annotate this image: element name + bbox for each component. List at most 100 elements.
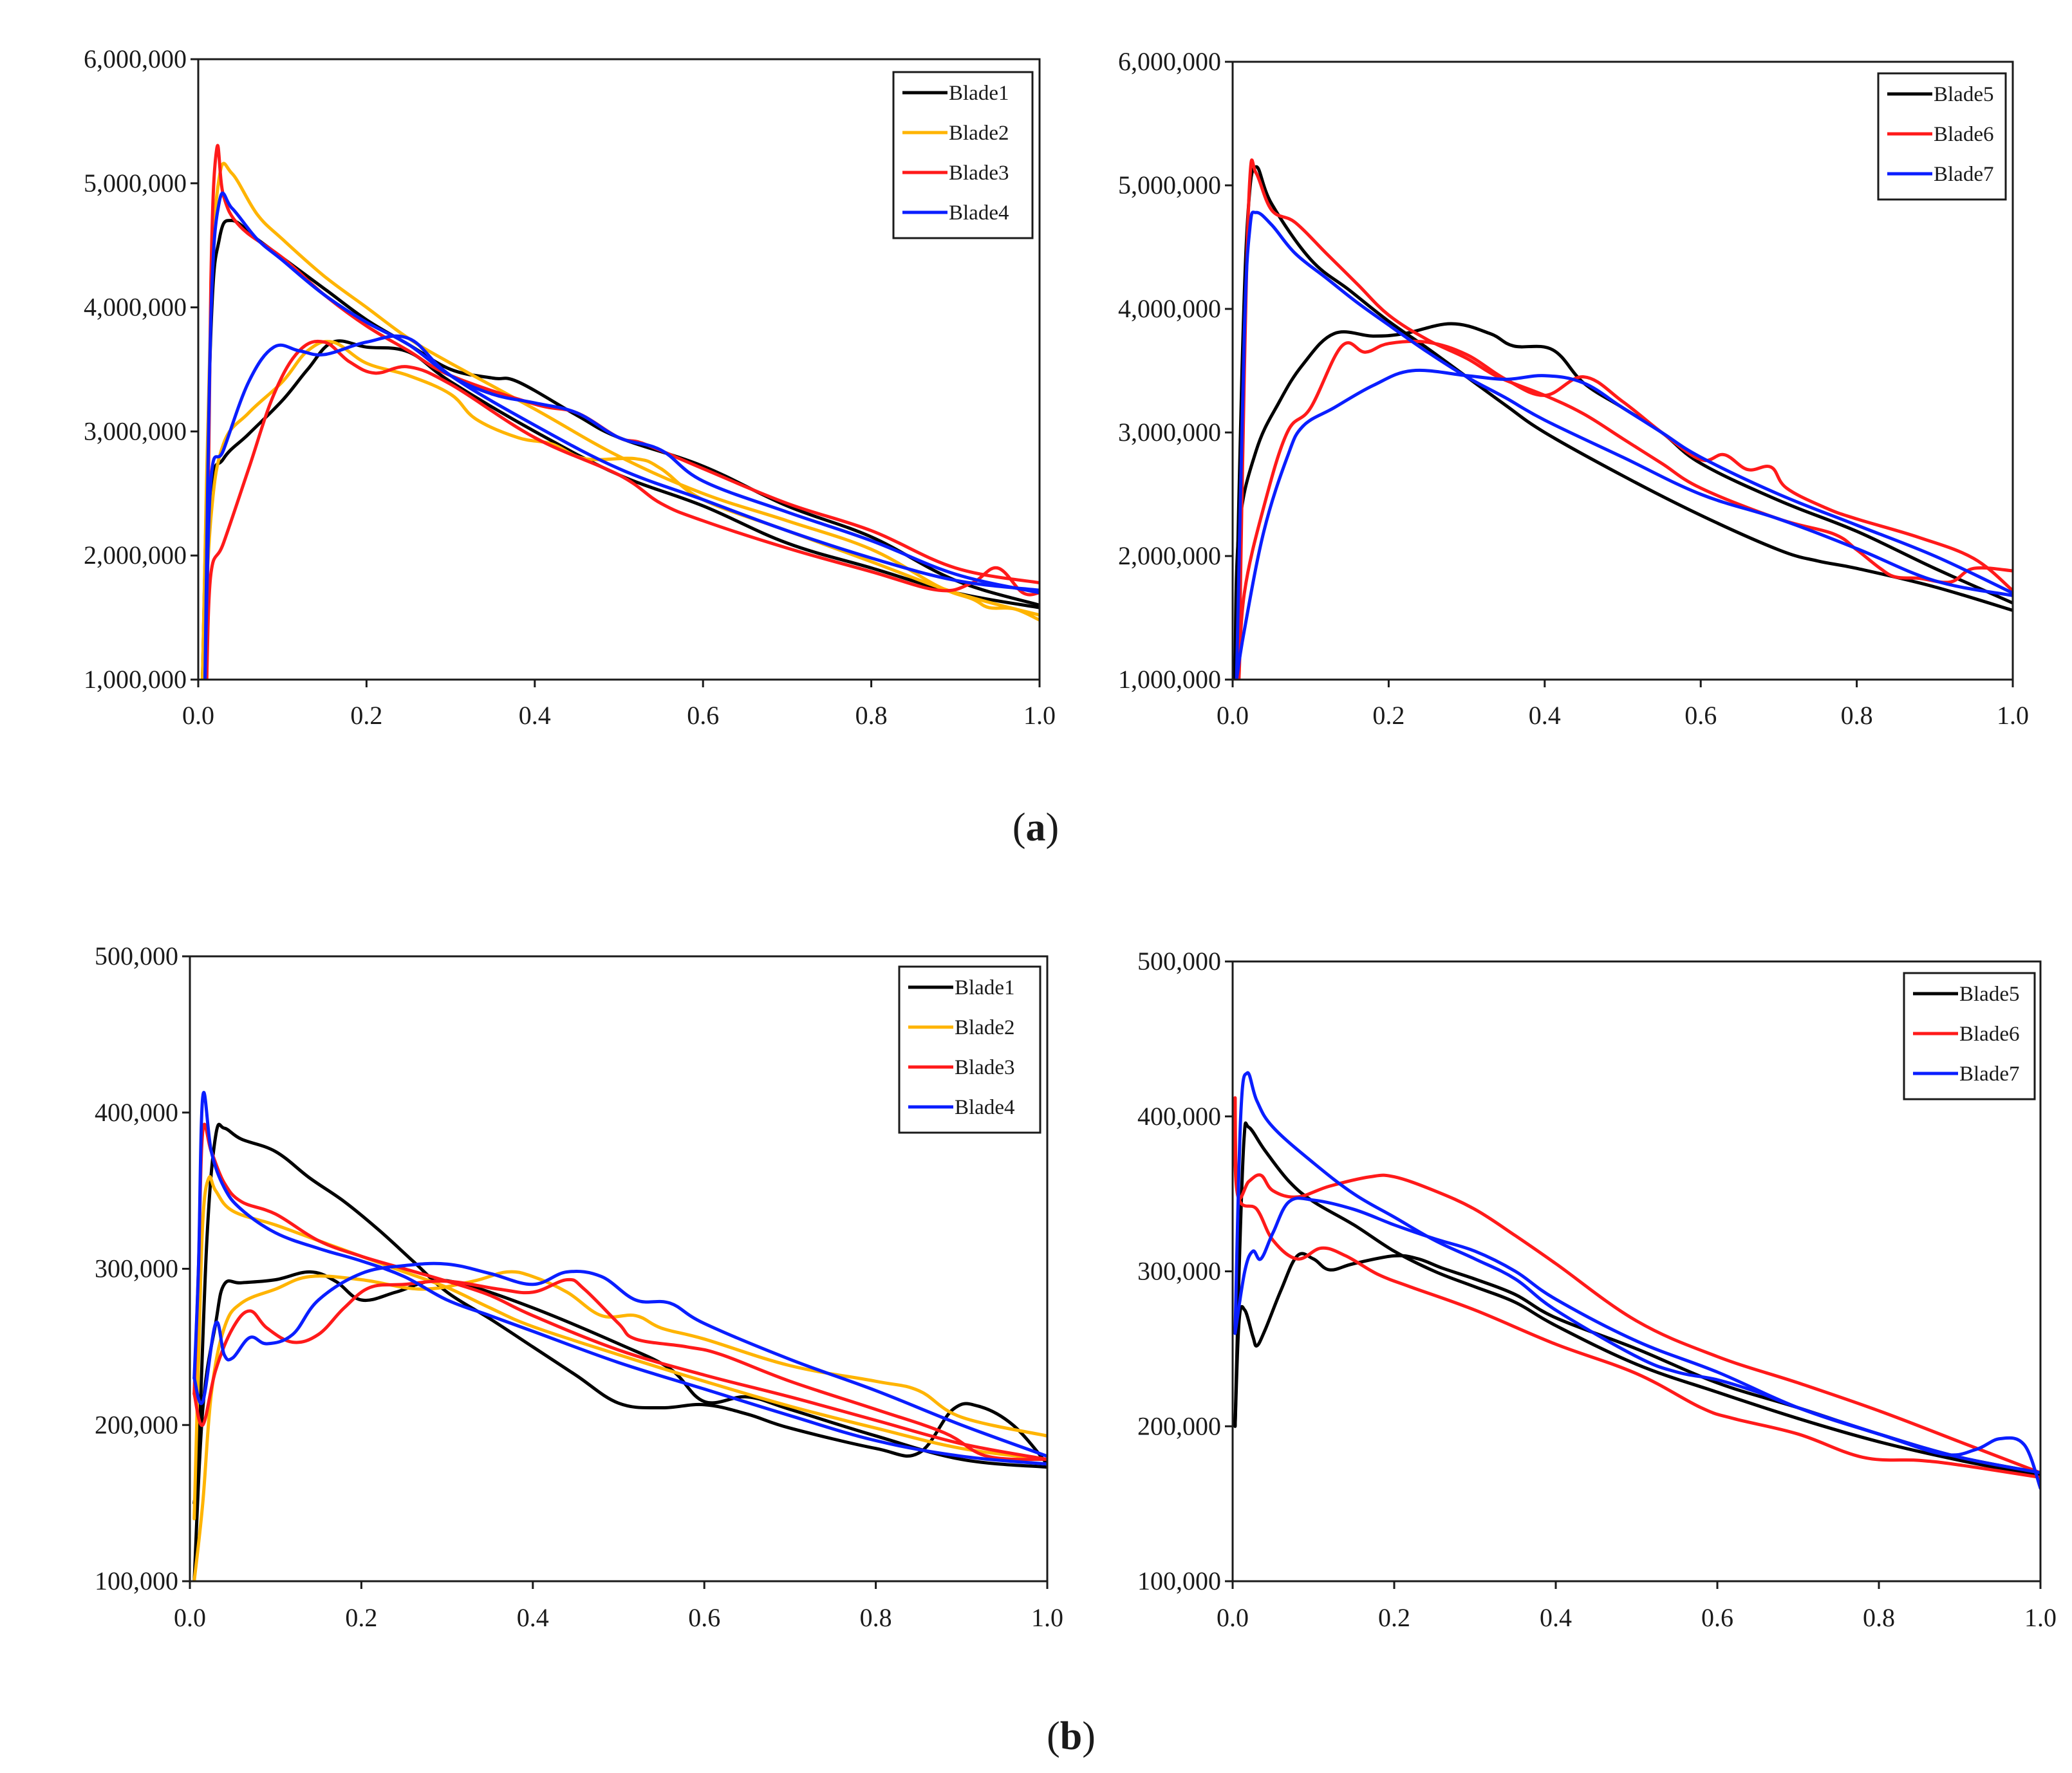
- y-tick-label: 3,000,000: [84, 416, 187, 445]
- y-tick-label: 100,000: [95, 1566, 178, 1595]
- legend: Blade5 Blade6 Blade7: [1903, 972, 2036, 1100]
- legend-label-blade1: Blade1: [949, 82, 1009, 105]
- series-line-blade1-upper: [201, 219, 1040, 680]
- y-tick-label: 200,000: [95, 1410, 178, 1439]
- series-line-blade5-lower: [1233, 322, 2013, 680]
- series-line-blade1-lower: [192, 1270, 1047, 1581]
- y-tick-label: 500,000: [95, 942, 178, 970]
- x-tick-label: 0.0: [182, 701, 214, 730]
- y-tick-label: 300,000: [95, 1254, 178, 1283]
- plot-frame: [197, 58, 1041, 681]
- legend-label-blade5: Blade5: [1959, 983, 2019, 1006]
- series-lines: [192, 1091, 1047, 1581]
- x-tick-label: 0.6: [688, 1603, 720, 1632]
- x-tick-label: 0.2: [345, 1603, 377, 1632]
- series-line-blade4-upper: [192, 1091, 1047, 1466]
- legend-label-blade4: Blade4: [955, 1096, 1014, 1119]
- legend-label-blade7: Blade7: [1934, 163, 1993, 186]
- legend-label-blade7: Blade7: [1959, 1063, 2019, 1086]
- series-line-blade3-lower: [192, 1277, 1047, 1462]
- x-tick-label: 0.2: [1378, 1603, 1410, 1632]
- y-tick-label: 2,000,000: [1118, 541, 1221, 570]
- legend-label-blade6: Blade6: [1959, 1023, 2019, 1046]
- x-tick-label: 0.0: [1217, 1603, 1249, 1632]
- legend-label-blade5: Blade5: [1934, 83, 1993, 106]
- legend-label-blade4: Blade4: [949, 201, 1009, 225]
- series-line-blade5-upper: [1233, 165, 2013, 680]
- legend-label-blade2: Blade2: [955, 1016, 1014, 1039]
- series-lines: [1233, 158, 2013, 680]
- series-line-blade7-lower: [1233, 1196, 2040, 1474]
- x-tick-label: 1.0: [1023, 701, 1056, 730]
- x-tick-label: 0.8: [860, 1603, 892, 1632]
- series-line-blade1-upper: [192, 1122, 1047, 1505]
- y-tick-label: 6,000,000: [1118, 47, 1221, 76]
- series-line-blade6-upper: [1233, 1096, 2040, 1474]
- chart-a-right: 1,000,000 2,000,000 3,000,000 4,000,000 5,00…: [1118, 47, 2029, 730]
- y-tick-label: 5,000,000: [1118, 171, 1221, 200]
- chart-b-left: 100,000 200,000 300,000 400,000 500,000 0.0 0.…: [95, 942, 1063, 1632]
- y-tick-label: 4,000,000: [84, 293, 187, 322]
- series-line-blade3-upper: [192, 1122, 1047, 1462]
- series-line-blade4-lower: [192, 1261, 1047, 1458]
- x-tick-label: 0.2: [1372, 701, 1405, 730]
- x-tick-label: 0.8: [1841, 701, 1873, 730]
- legend-label-blade6: Blade6: [1934, 123, 1993, 146]
- series-line-blade4-lower: [203, 334, 1040, 680]
- series-line-blade6-lower: [1233, 1096, 2040, 1480]
- x-tick-label: 0.8: [855, 701, 888, 730]
- y-tick-label: 3,000,000: [1118, 418, 1221, 447]
- y-tick-label: 6,000,000: [84, 44, 187, 73]
- y-tick-label: 5,000,000: [84, 169, 187, 198]
- x-tick-label: 1.0: [1031, 1603, 1063, 1632]
- x-tick-label: 0.0: [174, 1603, 206, 1632]
- legend-box: [892, 71, 1034, 239]
- legend-box: [1903, 972, 2036, 1100]
- y-tick-label: 1,000,000: [84, 665, 187, 694]
- y-tick-label: 400,000: [1137, 1102, 1221, 1131]
- legend-box: [898, 965, 1041, 1134]
- series-line-blade2-lower: [192, 1270, 1047, 1581]
- series-line-blade2-lower: [201, 340, 1040, 680]
- chart-b-right: 100,000 200,000 300,000 400,000 500,000 0.0 0.…: [1137, 947, 2057, 1632]
- legend: Blade5 Blade6 Blade7: [1877, 72, 2007, 201]
- series-line-blade1-lower: [201, 339, 1040, 680]
- series-line-blade4-upper: [203, 191, 1040, 680]
- x-tick-label: 1.0: [2024, 1603, 2057, 1632]
- x-tick-label: 0.4: [517, 1603, 549, 1632]
- y-tick-label: 100,000: [1137, 1566, 1221, 1595]
- series-lines: [201, 144, 1040, 680]
- x-tick-label: 0.4: [1540, 1603, 1572, 1632]
- chart-a-left: 1,000,000 2,000,000 3,000,000 4,000,000 5,00…: [84, 44, 1056, 730]
- y-tick-label: 2,000,000: [84, 541, 187, 570]
- y-tick-label: 200,000: [1137, 1411, 1221, 1440]
- x-tick-label: 0.6: [1685, 701, 1717, 730]
- series-line-blade2-upper: [192, 1175, 1047, 1521]
- x-tick-label: 0.6: [687, 701, 719, 730]
- legend-label-blade2: Blade2: [949, 122, 1009, 145]
- legend-label-blade3: Blade3: [955, 1056, 1014, 1079]
- legend-label-blade1: Blade1: [955, 976, 1014, 999]
- legend: Blade1 Blade2 Blade3 Blade4: [898, 965, 1041, 1134]
- series-line-blade5-upper: [1233, 1121, 2040, 1478]
- y-tick-label: 500,000: [1137, 947, 1221, 976]
- plot-frame: [1231, 60, 2014, 681]
- series-line-blade7-lower: [1235, 368, 2013, 680]
- x-tick-label: 0.2: [350, 701, 382, 730]
- y-tick-label: 4,000,000: [1118, 294, 1221, 323]
- panel-label-b: (b): [1047, 1714, 1096, 1758]
- series-line-blade3-lower: [205, 339, 1040, 680]
- x-tick-label: 0.6: [1701, 1603, 1733, 1632]
- series-line-blade6-lower: [1237, 339, 2013, 680]
- y-tick-label: 300,000: [1137, 1257, 1221, 1286]
- series-lines: [1233, 1071, 2040, 1490]
- series-line-blade3-upper: [205, 144, 1040, 680]
- panel-label-a: (a): [1013, 806, 1059, 849]
- series-line-blade6-upper: [1237, 158, 2013, 680]
- x-tick-label: 0.4: [1529, 701, 1561, 730]
- legend: Blade1 Blade2 Blade3 Blade4: [892, 71, 1034, 239]
- legend-label-blade3: Blade3: [949, 162, 1009, 185]
- y-tick-label: 1,000,000: [1118, 665, 1221, 694]
- series-line-blade2-upper: [201, 162, 1040, 680]
